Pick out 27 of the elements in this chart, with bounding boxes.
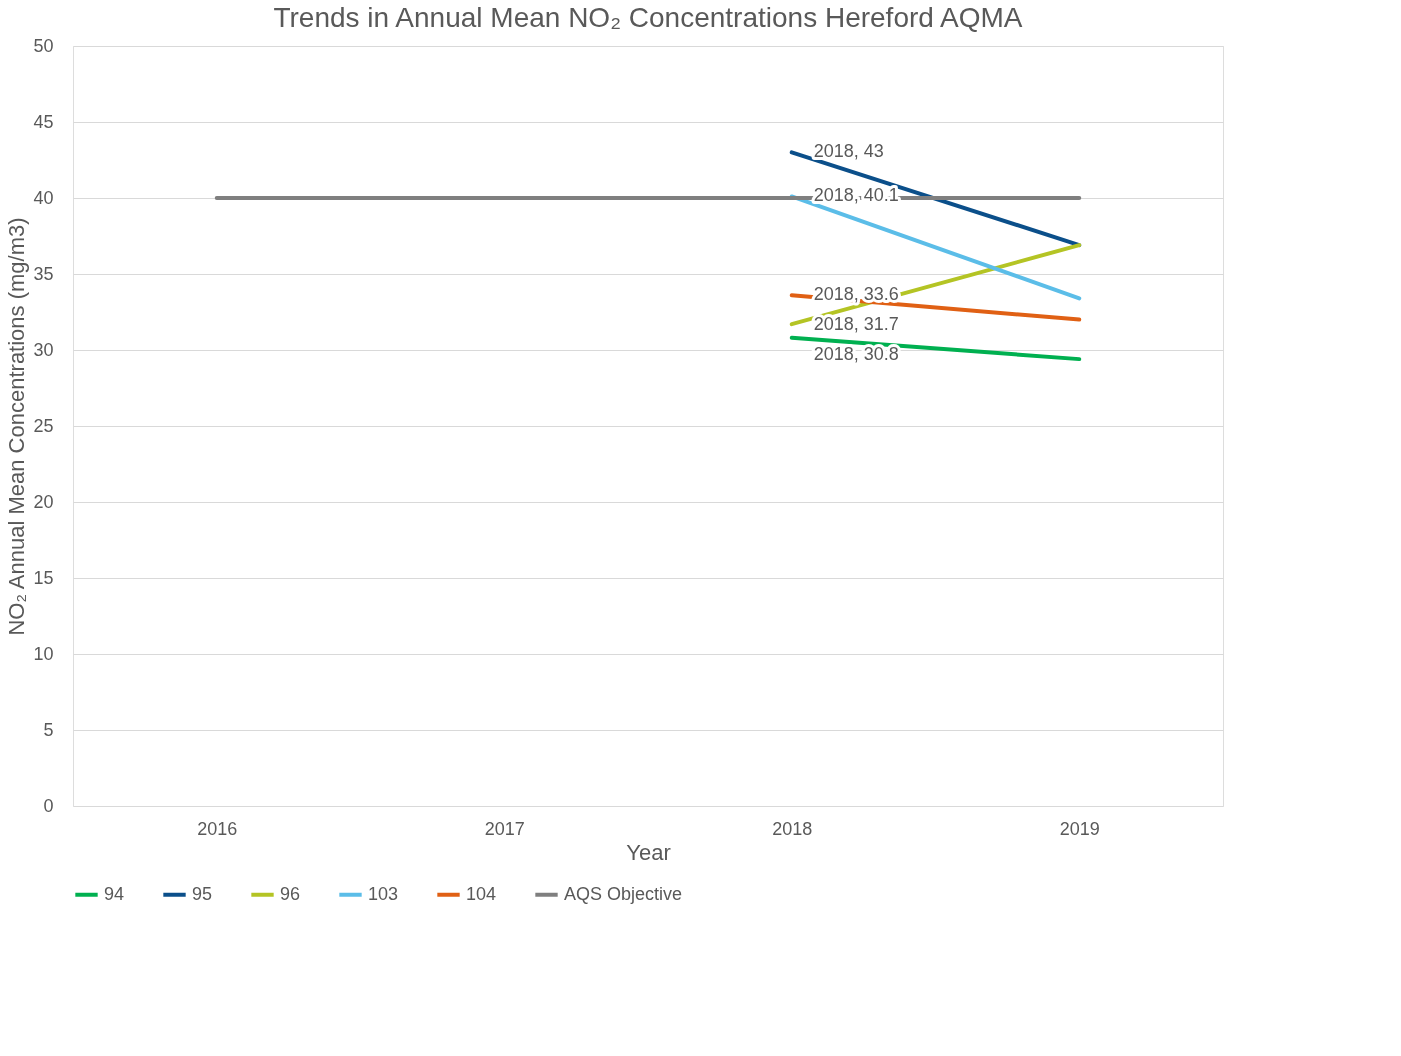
x-axis-title: Year — [626, 839, 671, 865]
data-label: 2018, 31.7 — [813, 314, 899, 335]
y-tick-label: 5 — [43, 719, 54, 740]
y-tick-label: 25 — [33, 415, 54, 436]
y-tick-label: 45 — [33, 111, 54, 132]
y-tick-label: 15 — [33, 567, 54, 588]
y-axis-title: NO₂ Annual Mean Concentrations (mg/m3) — [4, 217, 30, 636]
data-label: 2018, 30.8 — [813, 344, 899, 365]
y-tick-label: 35 — [33, 263, 54, 284]
data-label: 2018, 43 — [813, 141, 884, 162]
legend-label: AQS Objective — [564, 883, 683, 904]
y-tick-label: 20 — [33, 491, 54, 512]
y-tick-label: 30 — [33, 339, 54, 360]
y-tick-label: 10 — [33, 643, 54, 664]
chart-title: Trends in Annual Mean NO₂ Concentrations Hereford AQMA — [273, 2, 1023, 33]
legend-label: 94 — [104, 883, 125, 904]
legend-label: 104 — [466, 883, 497, 904]
x-tick-label: 2019 — [1059, 818, 1100, 839]
x-tick-label: 2016 — [197, 818, 238, 839]
y-tick-label: 0 — [43, 795, 54, 816]
y-tick-label: 40 — [33, 187, 54, 208]
legend-label: 95 — [192, 883, 213, 904]
x-tick-label: 2018 — [772, 818, 813, 839]
legend-label: 96 — [280, 883, 301, 904]
y-tick-label: 50 — [33, 35, 54, 56]
legend-label: 103 — [368, 883, 399, 904]
x-tick-label: 2017 — [484, 818, 525, 839]
